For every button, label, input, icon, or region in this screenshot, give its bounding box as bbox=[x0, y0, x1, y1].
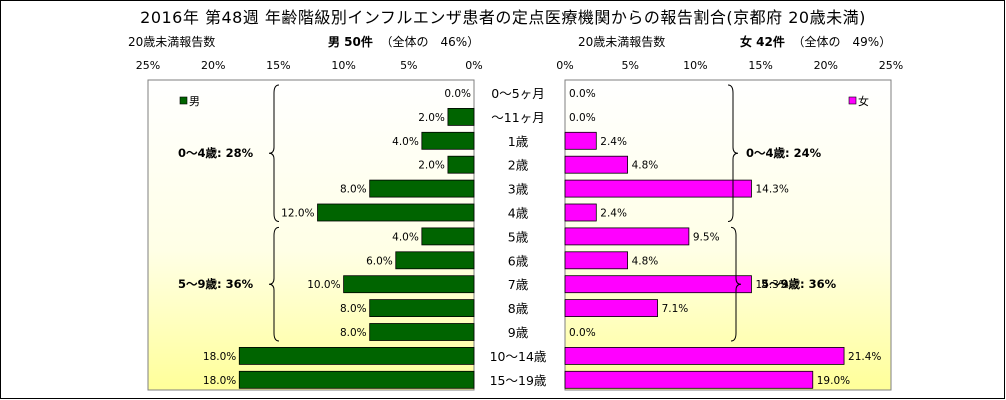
male-value-label: 4.0% bbox=[392, 136, 419, 148]
female-bar bbox=[564, 131, 597, 150]
category-label: 8歳 bbox=[508, 301, 529, 316]
right-group-header: 女 42件 （全体の 49%） bbox=[740, 33, 891, 50]
right-axis-tick-label: 0% bbox=[556, 59, 573, 72]
left-axis-tick-label: 25% bbox=[136, 59, 160, 72]
female-bar bbox=[564, 251, 628, 270]
right-count-label: 20歳未満報告数 bbox=[578, 35, 666, 49]
female-bar bbox=[564, 179, 752, 198]
left-count-label: 20歳未満報告数 bbox=[128, 35, 216, 49]
left-share-label: （全体の 46%） bbox=[380, 35, 480, 49]
male-bar bbox=[421, 131, 475, 150]
right-axis-tick-label: 5% bbox=[621, 59, 638, 72]
male-bar bbox=[369, 323, 475, 341]
male-value-label: 2.0% bbox=[418, 112, 445, 124]
category-label: 5歳 bbox=[508, 229, 529, 244]
female-value-label: 2.4% bbox=[600, 136, 627, 148]
male-value-label: 4.0% bbox=[392, 231, 419, 243]
male-value-label: 8.0% bbox=[340, 303, 367, 315]
male-bar bbox=[238, 346, 475, 365]
right-brace-5-9 bbox=[730, 226, 742, 342]
left-axis-tick-label: 20% bbox=[201, 59, 225, 72]
female-legend-swatch bbox=[848, 96, 857, 105]
left-axis-tick-label: 5% bbox=[400, 59, 417, 72]
right-share-label: （全体の 49%） bbox=[792, 35, 892, 49]
female-value-label: 19.0% bbox=[817, 375, 850, 387]
female-value-label: 21.4% bbox=[848, 351, 881, 363]
female-value-label: 0.0% bbox=[569, 88, 596, 100]
male-value-label: 18.0% bbox=[203, 351, 236, 363]
right-axis-tick-label: 10% bbox=[683, 59, 707, 72]
male-bar bbox=[421, 227, 475, 246]
male-bar bbox=[369, 179, 475, 198]
male-value-label: 8.0% bbox=[340, 327, 367, 339]
male-bar bbox=[447, 155, 475, 174]
left-group-label: 男 50件 bbox=[328, 35, 373, 49]
category-label: 2歳 bbox=[508, 158, 529, 173]
category-label: 1歳 bbox=[508, 134, 529, 149]
female-value-label: 2.4% bbox=[600, 208, 627, 220]
chart-title: 2016年 第48週 年齢階級別インフルエンザ患者の定点医療機関からの報告割合(… bbox=[140, 8, 866, 27]
left-axis-tick-label: 15% bbox=[266, 59, 290, 72]
right-axis-tick-label: 25% bbox=[879, 59, 903, 72]
male-legend-label: 男 bbox=[189, 95, 200, 108]
male-bar bbox=[395, 251, 475, 270]
right-axis-tick-label: 20% bbox=[814, 59, 838, 72]
left-group-header: 男 50件 （全体の 46%） bbox=[328, 33, 479, 50]
category-label: 0～5ヶ月 bbox=[491, 86, 544, 101]
male-value-label: 12.0% bbox=[281, 208, 314, 220]
male-value-label: 10.0% bbox=[307, 279, 340, 291]
female-value-label: 7.1% bbox=[662, 303, 689, 315]
male-value-label: 8.0% bbox=[340, 184, 367, 196]
female-annotation-5-9: 5～9歳: 36% bbox=[761, 277, 837, 291]
category-label: ～11ヶ月 bbox=[491, 110, 544, 125]
male-value-label: 0.0% bbox=[444, 88, 471, 100]
left-axis-tick-label: 10% bbox=[331, 59, 355, 72]
left-brace-5-9 bbox=[268, 226, 280, 342]
female-value-label: 0.0% bbox=[569, 327, 596, 339]
left-axis-tick-label: 0% bbox=[465, 59, 482, 72]
category-label: 6歳 bbox=[508, 253, 529, 268]
female-bar bbox=[564, 346, 845, 365]
female-value-label: 4.8% bbox=[632, 160, 659, 172]
male-legend-swatch bbox=[179, 96, 188, 105]
female-bar bbox=[564, 203, 597, 222]
male-bar bbox=[369, 299, 475, 318]
male-bar bbox=[238, 370, 475, 389]
right-axis-tick-label: 15% bbox=[748, 59, 772, 72]
female-bar bbox=[564, 299, 658, 318]
right-group-label: 女 42件 bbox=[740, 35, 785, 49]
female-bar bbox=[564, 155, 628, 174]
category-label: 4歳 bbox=[508, 206, 529, 221]
male-value-label: 6.0% bbox=[366, 255, 393, 267]
female-value-label: 0.0% bbox=[569, 112, 596, 124]
male-annotation-5-9: 5～9歳: 36% bbox=[178, 277, 254, 291]
category-label: 10～14歳 bbox=[490, 349, 547, 364]
category-label: 7歳 bbox=[508, 277, 529, 292]
female-annotation-0-4: 0～4歳: 24% bbox=[746, 146, 822, 160]
female-value-label: 4.8% bbox=[632, 255, 659, 267]
male-value-label: 2.0% bbox=[418, 160, 445, 172]
category-label: 9歳 bbox=[508, 325, 529, 340]
female-value-label: 14.3% bbox=[755, 279, 788, 291]
male-bar bbox=[447, 108, 475, 126]
category-label: 3歳 bbox=[508, 182, 529, 197]
female-value-label: 9.5% bbox=[693, 231, 720, 243]
category-label: 15～19歳 bbox=[490, 373, 547, 388]
female-legend-label: 女 bbox=[858, 94, 869, 108]
female-bar bbox=[564, 227, 690, 246]
female-bar bbox=[564, 275, 752, 294]
male-bar bbox=[317, 203, 475, 222]
male-annotation-0-4: 0～4歳: 28% bbox=[178, 146, 254, 160]
right-brace-0-4 bbox=[727, 84, 739, 222]
left-brace-0-4 bbox=[268, 84, 280, 222]
male-value-label: 18.0% bbox=[203, 375, 236, 387]
female-value-label: 14.3% bbox=[755, 184, 788, 196]
male-bar bbox=[343, 275, 475, 294]
female-bar bbox=[564, 370, 814, 389]
